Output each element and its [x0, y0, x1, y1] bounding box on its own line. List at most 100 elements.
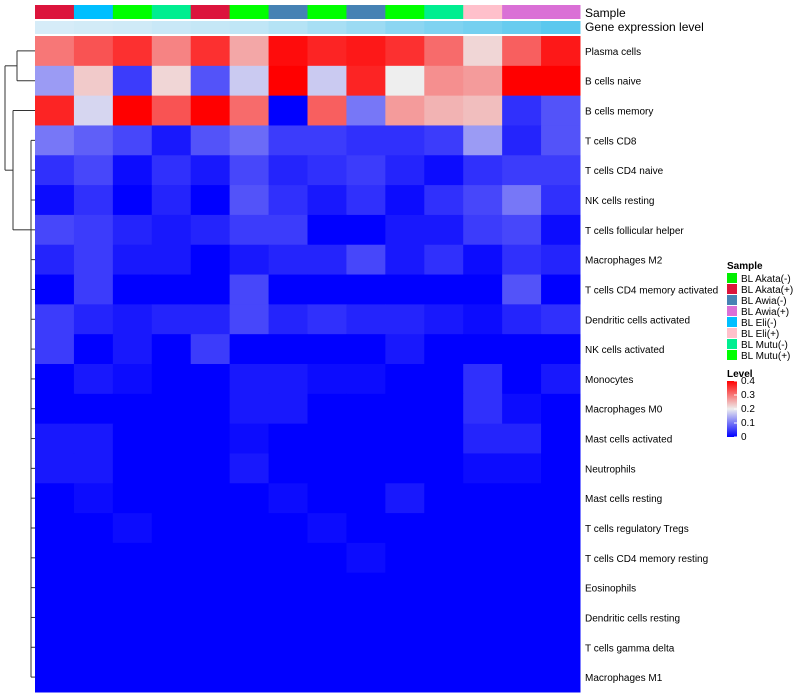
heatmap-cell: [502, 423, 542, 454]
heatmap-cell: [112, 542, 153, 574]
heatmap-cell: [151, 244, 192, 276]
heatmap-cell: [463, 542, 503, 574]
expression-annotation-cell: [502, 21, 542, 34]
heatmap-cell: [502, 185, 542, 216]
heatmap-cell: [190, 185, 231, 216]
heatmap-cell: [346, 513, 386, 544]
legend-sample-label: BL Awia(+): [741, 307, 789, 318]
heatmap-cell: [151, 214, 192, 246]
heatmap-cell: [229, 304, 270, 335]
sample-annotation-cell: [307, 5, 347, 19]
heatmap-cell: [463, 95, 503, 126]
heatmap-cell: [35, 304, 75, 335]
heatmap-cell: [463, 513, 503, 544]
legend-swatch: [727, 295, 737, 305]
heatmap-cell: [229, 393, 270, 425]
track-label-expression: Gene expression level: [585, 20, 704, 34]
legend-swatch: [727, 284, 737, 294]
heatmap-cell: [190, 602, 231, 633]
heatmap-cell: [307, 244, 347, 276]
heatmap-cell: [268, 662, 308, 693]
heatmap-cell: [346, 274, 386, 305]
row-label: T cells follicular helper: [585, 226, 684, 237]
row-label: T cells CD4 naive: [585, 166, 664, 177]
heatmap-cell: [35, 244, 75, 276]
heatmap-cell: [541, 453, 581, 484]
heatmap-cell: [424, 632, 464, 663]
heatmap-cell: [112, 214, 153, 246]
heatmap-cell: [502, 214, 542, 246]
heatmap-cell: [35, 334, 75, 365]
heatmap-cell: [385, 542, 425, 574]
row-label: T cells CD8: [585, 136, 637, 147]
heatmap-cell: [190, 214, 231, 246]
heatmap-cell: [151, 602, 192, 633]
heatmap-cell: [112, 364, 153, 395]
heatmap-cell: [541, 214, 581, 246]
heatmap-cell: [541, 304, 581, 335]
heatmap-cell: [35, 364, 75, 395]
heatmap-cell: [35, 542, 75, 574]
heatmap-cell: [463, 602, 503, 633]
heatmap-cell: [424, 334, 464, 365]
heatmap-cell: [502, 453, 542, 484]
heatmap-cell: [463, 334, 503, 365]
heatmap-cell: [229, 662, 270, 693]
heatmap-cell: [463, 125, 503, 156]
heatmap-cell: [307, 95, 347, 126]
heatmap-cell: [112, 244, 153, 276]
heatmap-cell: [229, 483, 270, 514]
heatmap-cell: [502, 334, 542, 365]
expression-annotation-cell: [112, 21, 153, 34]
level-tick-label: 0.3: [741, 390, 755, 401]
heatmap-cell: [190, 483, 231, 514]
annotation-tracks: [35, 5, 581, 34]
sample-annotation-cell: [541, 5, 581, 19]
legend-swatch: [727, 339, 737, 349]
heatmap-cell: [190, 662, 231, 693]
heatmap-cell: [502, 542, 542, 574]
heatmap-cell: [229, 185, 270, 216]
heatmap-cell: [35, 214, 75, 246]
heatmap-cell: [385, 453, 425, 484]
row-label: NK cells resting: [585, 196, 654, 207]
heatmap-cell: [229, 632, 270, 663]
heatmap-cell: [151, 155, 192, 186]
heatmap-cell: [229, 453, 270, 484]
heatmap-cell: [35, 513, 75, 544]
heatmap-cell: [385, 572, 425, 604]
heatmap-cell: [307, 274, 347, 305]
heatmap-cell: [346, 65, 386, 97]
heatmap-cell: [385, 185, 425, 216]
heatmap-cell: [307, 185, 347, 216]
heatmap-cell: [35, 662, 75, 693]
heatmap-cell: [541, 95, 581, 126]
heatmap-cell: [112, 453, 153, 484]
heatmap-cell: [502, 125, 542, 156]
heatmap-cell: [385, 274, 425, 305]
heatmap-cell: [502, 572, 542, 604]
heatmap-cell: [151, 274, 192, 305]
legend-sample-title: Sample: [727, 261, 763, 272]
expression-annotation-cell: [268, 21, 308, 34]
heatmap-cell: [424, 364, 464, 395]
sample-annotation-cell: [424, 5, 464, 19]
heatmap-cell: [385, 393, 425, 425]
heatmap-cell: [35, 423, 75, 454]
row-label: T cells gamma delta: [585, 643, 675, 654]
heatmap-cell: [151, 364, 192, 395]
legend-swatch: [727, 350, 737, 360]
heatmap-cell: [229, 513, 270, 544]
heatmap-cell: [151, 632, 192, 663]
heatmap-cell: [307, 65, 347, 97]
heatmap-cell: [35, 185, 75, 216]
heatmap-cell: [190, 364, 231, 395]
legend-swatch: [727, 273, 737, 283]
heatmap-cell: [35, 393, 75, 425]
heatmap-cell: [424, 453, 464, 484]
heatmap-cell: [346, 36, 386, 67]
heatmap-cell: [112, 393, 153, 425]
row-label: Eosinophils: [585, 584, 636, 595]
heatmap-cell: [541, 155, 581, 186]
heatmap-cell: [190, 36, 231, 67]
